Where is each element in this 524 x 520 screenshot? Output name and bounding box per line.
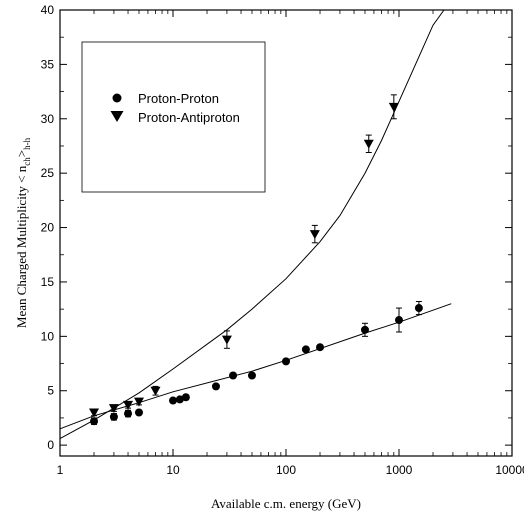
- x-tick-label: 10: [166, 463, 180, 477]
- x-axis-title: Available c.m. energy (GeV): [211, 496, 361, 511]
- proton-proton-point: [124, 409, 133, 418]
- proton-antiproton-point: [309, 230, 320, 240]
- legend: Proton-Proton Proton-Antiproton: [81, 41, 266, 193]
- proton-antiproton-point: [133, 397, 144, 407]
- y-axis-title-sub2: h-h: [22, 137, 32, 149]
- proton-proton-point: [360, 325, 369, 334]
- x-tick-label: 100: [276, 463, 296, 477]
- proton-proton-point: [211, 382, 220, 391]
- y-axis-title-close: >: [14, 150, 29, 157]
- proton-antiproton-point: [108, 404, 119, 414]
- y-axis-title-main: Mean Charged Multiplicity < n: [14, 165, 29, 328]
- proton-proton-point: [316, 343, 325, 352]
- y-tick-label: 0: [47, 438, 54, 452]
- proton-antiproton-point: [150, 386, 161, 396]
- proton-proton-point: [90, 417, 99, 426]
- proton-antiproton-point: [221, 335, 232, 345]
- legend-marker-proton-proton: [112, 93, 122, 103]
- legend-label-proton-proton: Proton-Proton: [138, 91, 219, 106]
- y-axis-title-sub: ch: [22, 157, 32, 166]
- proton-antiproton-point: [363, 139, 374, 149]
- fit-proton-proton-curve: [59, 303, 452, 430]
- x-tick-label: 1: [57, 463, 64, 477]
- proton-proton-point: [175, 395, 184, 404]
- y-tick-label: 40: [41, 3, 55, 17]
- proton-proton-point: [229, 371, 238, 380]
- y-tick-label: 20: [41, 221, 55, 235]
- proton-proton-point: [134, 408, 143, 417]
- y-tick-label: 10: [41, 329, 55, 343]
- proton-antiproton-point: [388, 102, 399, 112]
- y-tick-label: 35: [41, 57, 55, 71]
- y-axis-title: Mean Charged Multiplicity < nch>h-h: [14, 137, 32, 328]
- legend-marker-proton-antiproton: [110, 111, 124, 122]
- x-tick-label: 1000: [386, 463, 413, 477]
- legend-box: [81, 41, 266, 193]
- y-axis-title-group: Mean Charged Multiplicity < nch>h-h: [14, 137, 32, 328]
- y-tick-label: 15: [41, 275, 55, 289]
- fits-layer: [59, 9, 452, 440]
- fit-proton-antiproton-curve: [59, 9, 445, 440]
- proton-proton-point: [282, 357, 290, 366]
- proton-proton-point: [395, 316, 403, 325]
- proton-proton-point: [301, 345, 310, 354]
- proton-proton-point: [181, 393, 190, 402]
- proton-antiproton-point: [89, 408, 100, 418]
- proton-proton-point: [109, 412, 118, 421]
- proton-proton-point: [414, 304, 423, 313]
- y-tick-label: 30: [41, 112, 55, 126]
- points-layer: [89, 94, 423, 426]
- y-tick-label: 5: [47, 384, 54, 398]
- proton-antiproton-point: [123, 400, 134, 410]
- y-tick-label: 25: [41, 166, 55, 180]
- proton-proton-point: [247, 371, 256, 380]
- proton-proton-point: [169, 396, 177, 405]
- legend-label-proton-antiproton: Proton-Antiproton: [138, 110, 240, 125]
